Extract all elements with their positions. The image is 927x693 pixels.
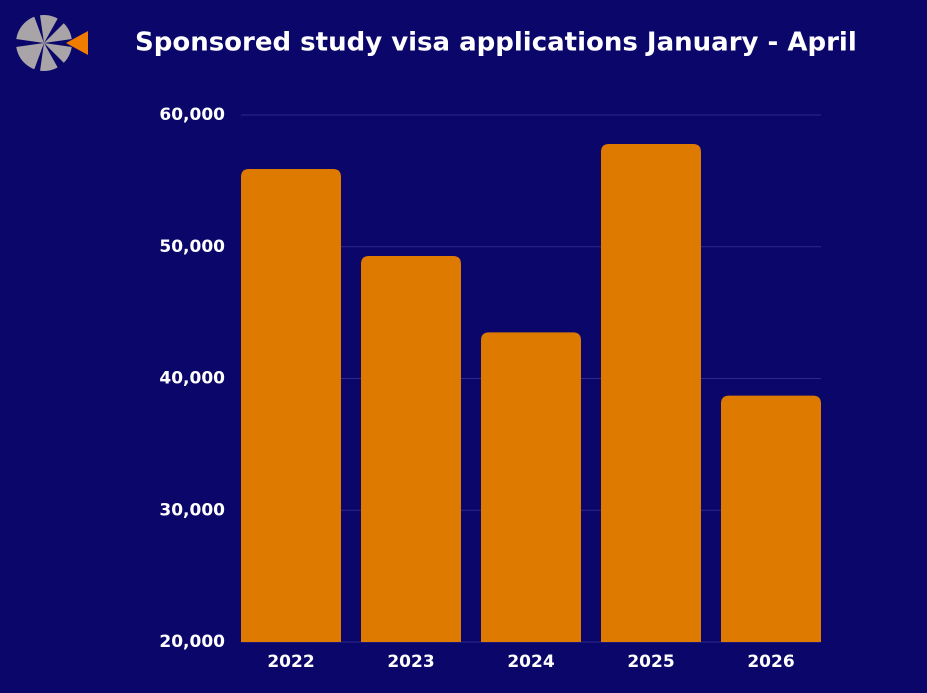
bar bbox=[481, 332, 581, 642]
logo-cuts bbox=[16, 15, 72, 71]
bar bbox=[361, 255, 461, 642]
x-tick-label: 2026 bbox=[747, 652, 794, 672]
x-tick-label: 2024 bbox=[507, 652, 554, 672]
x-tick-label: 2022 bbox=[267, 652, 314, 672]
bar bbox=[721, 395, 821, 642]
y-tick-label: 50,000 bbox=[159, 237, 225, 257]
y-tick-label: 20,000 bbox=[159, 632, 225, 652]
chart-title: Sponsored study visa applications Januar… bbox=[135, 28, 857, 58]
y-tick-label: 40,000 bbox=[159, 369, 225, 389]
y-tick-label: 30,000 bbox=[159, 500, 225, 520]
x-tick-label: 2025 bbox=[627, 652, 674, 672]
y-tick-label: 60,000 bbox=[159, 105, 225, 125]
bar bbox=[601, 143, 701, 643]
logo bbox=[16, 15, 88, 71]
bar bbox=[241, 169, 341, 642]
logo-arrow bbox=[66, 31, 88, 55]
x-tick-label: 2023 bbox=[387, 652, 434, 672]
